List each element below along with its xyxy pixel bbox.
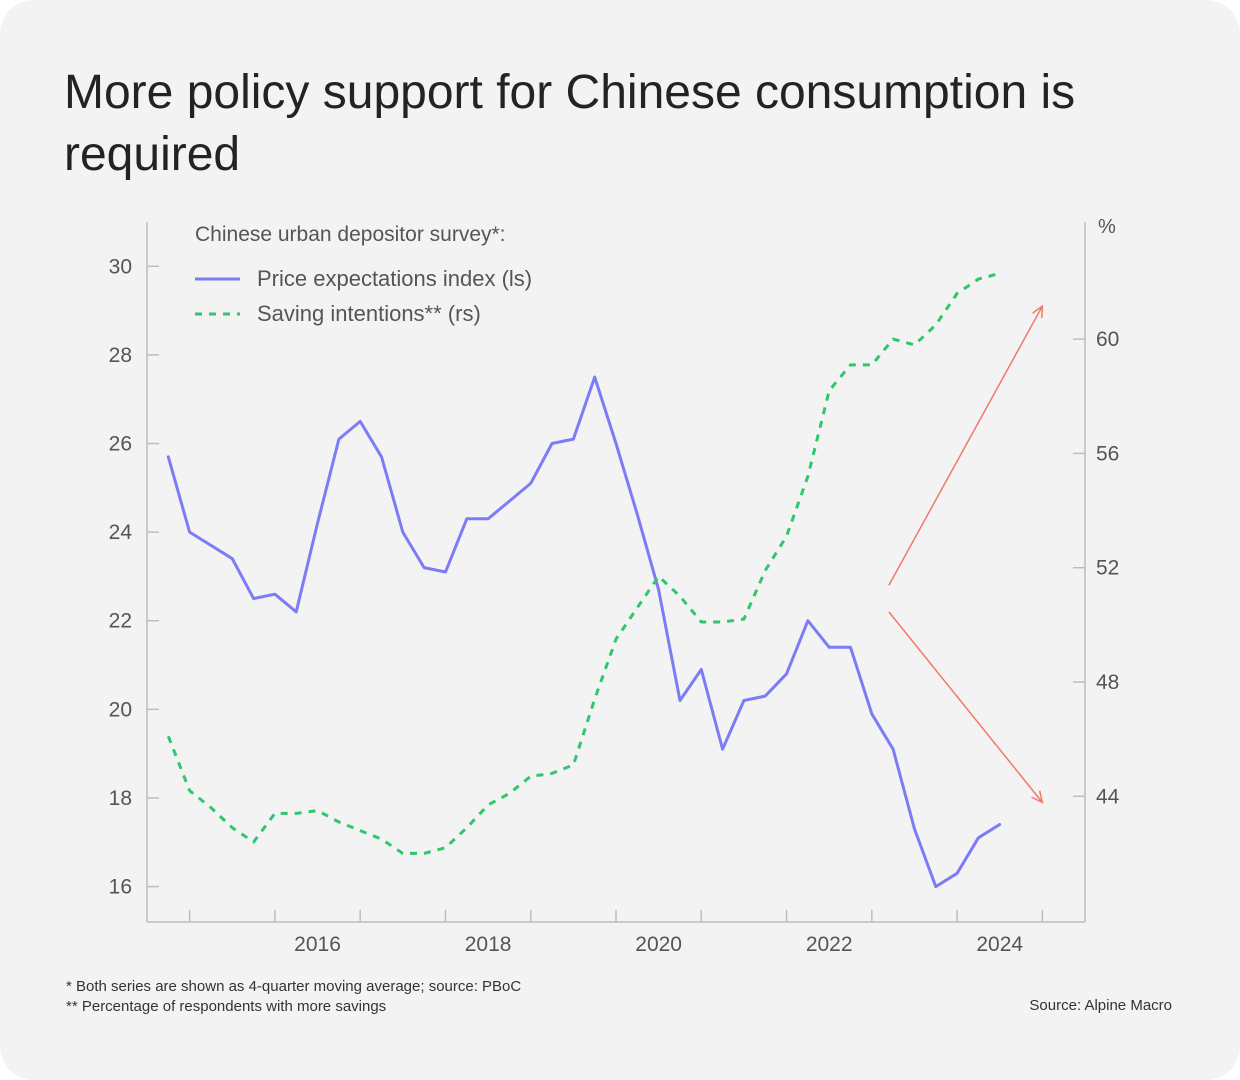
legend: Chinese urban depositor survey*: Price e… [195, 223, 532, 326]
price-expectations-line [166, 375, 1002, 889]
x-tick-label: 2020 [635, 933, 682, 956]
series-group [166, 271, 1002, 889]
right-tick-label: 56 [1096, 442, 1119, 465]
left-tick-label: 28 [109, 344, 132, 367]
source-credit: Source: Alpine Macro [1029, 997, 1172, 1014]
right-tick-label: 44 [1096, 785, 1120, 808]
saving-intentions-line [166, 271, 1001, 855]
chart-title: More policy support for Chinese consumpt… [64, 66, 1076, 181]
left-tick-label: 24 [109, 521, 133, 544]
left-tick-label: 22 [109, 610, 132, 633]
annotations [888, 304, 1044, 804]
axes [146, 222, 1086, 923]
legend-label-saving: Saving intentions** (rs) [257, 301, 481, 326]
right-tick-label: 48 [1096, 671, 1119, 694]
arrow-up-shaft [888, 305, 1044, 586]
right-tick-label: 52 [1096, 557, 1119, 580]
x-tick-label: 2022 [806, 933, 853, 956]
x-tick-label: 2018 [465, 933, 512, 956]
left-tick-label: 26 [109, 433, 132, 456]
legend-title: Chinese urban depositor survey*: [195, 223, 506, 246]
arrow-down-head [1031, 790, 1044, 804]
left-tick-label: 16 [109, 876, 132, 899]
x-tick-label: 2024 [976, 933, 1023, 956]
footnote-2: ** Percentage of respondents with more s… [66, 998, 387, 1015]
arrow-down-shaft [888, 611, 1043, 803]
left-tick-label: 20 [109, 698, 132, 721]
left-tick-label: 18 [109, 787, 132, 810]
arrow-up-head [1032, 304, 1044, 319]
left-tick-label: 30 [109, 255, 132, 278]
right-tick-label: 60 [1096, 328, 1119, 351]
legend-label-price: Price expectations index (ls) [257, 266, 532, 291]
x-tick-label: 2016 [294, 933, 341, 956]
right-axis-unit: % [1098, 216, 1116, 238]
footnote-1: * Both series are shown as 4-quarter mov… [66, 978, 522, 995]
